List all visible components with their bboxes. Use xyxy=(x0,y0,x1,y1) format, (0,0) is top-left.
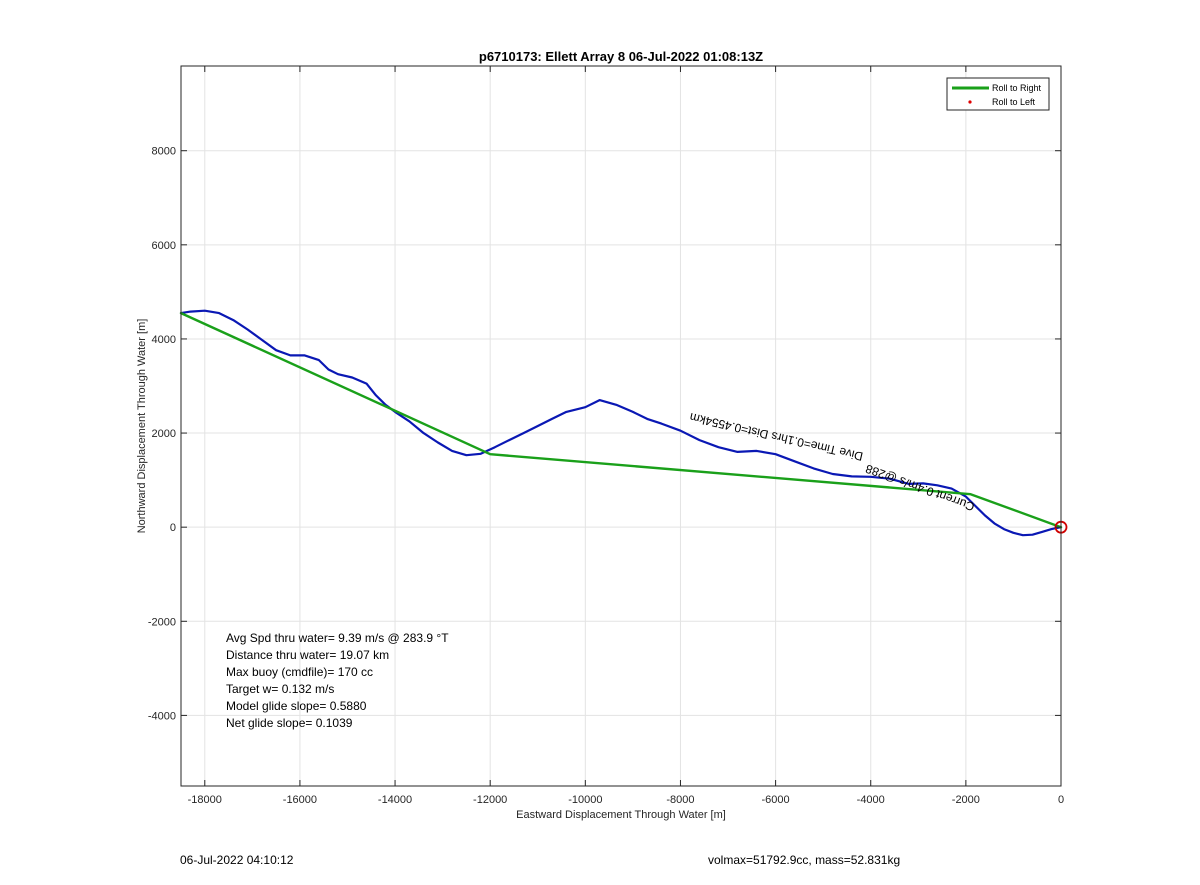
stats-line: Net glide slope= 0.1039 xyxy=(226,716,353,730)
x-tick-label: -10000 xyxy=(568,794,602,806)
ticks-group: -18000 -16000 -14000 -12000 -10000 -8000 -6000… xyxy=(148,66,1064,806)
stats-line: Max buoy (cmdfile)= 170 cc xyxy=(226,665,373,679)
legend-label: Roll to Right xyxy=(992,83,1042,93)
series-group xyxy=(179,309,1068,537)
y-tick-label: 2000 xyxy=(152,428,176,440)
y-tick-label: 8000 xyxy=(152,146,176,158)
x-axis-label: Eastward Displacement Through Water [m] xyxy=(516,809,726,821)
y-tick-label: 0 xyxy=(170,522,176,534)
x-tick-label: -2000 xyxy=(952,794,980,806)
stats-line: Target w= 0.132 m/s xyxy=(226,682,334,696)
x-tick-label: -4000 xyxy=(857,794,885,806)
stats-line: Model glide slope= 0.5880 xyxy=(226,699,367,713)
x-tick-label: -14000 xyxy=(378,794,412,806)
y-tick-label: -4000 xyxy=(148,710,176,722)
legend-box xyxy=(946,77,1050,111)
grid xyxy=(181,66,1062,786)
x-tick-label: -6000 xyxy=(762,794,790,806)
glider-track-line xyxy=(179,309,1063,537)
legend: Roll to Right Roll to Left xyxy=(946,77,1050,111)
plot-area xyxy=(180,65,1062,787)
legend-dot-swatch xyxy=(968,100,972,104)
x-tick-label: -18000 xyxy=(188,794,222,806)
legend-label: Roll to Left xyxy=(992,97,1036,107)
roll-to-right-line xyxy=(179,311,1063,529)
footer-volmax-mass: volmax=51792.9cc, mass=52.831kg xyxy=(708,853,901,867)
x-tick-label: -12000 xyxy=(473,794,507,806)
y-axis-label: Northward Displacement Through Water [m] xyxy=(136,319,148,534)
stats-line: Distance thru water= 19.07 km xyxy=(226,648,389,662)
x-tick-label: 0 xyxy=(1058,794,1064,806)
x-tick-label: -16000 xyxy=(283,794,317,806)
footer-timestamp: 06-Jul-2022 04:10:12 xyxy=(180,853,294,867)
stats-line: Avg Spd thru water= 9.39 m/s @ 283.9 °T xyxy=(226,631,449,645)
x-tick-label: -8000 xyxy=(666,794,694,806)
y-tick-label: -2000 xyxy=(148,616,176,628)
y-tick-label: 6000 xyxy=(152,240,176,252)
y-tick-label: 4000 xyxy=(152,334,176,346)
chart-title: p6710173: Ellett Array 8 06-Jul-2022 01:… xyxy=(479,49,763,64)
stats-block: Avg Spd thru water= 9.39 m/s @ 283.9 °T D… xyxy=(226,631,449,730)
